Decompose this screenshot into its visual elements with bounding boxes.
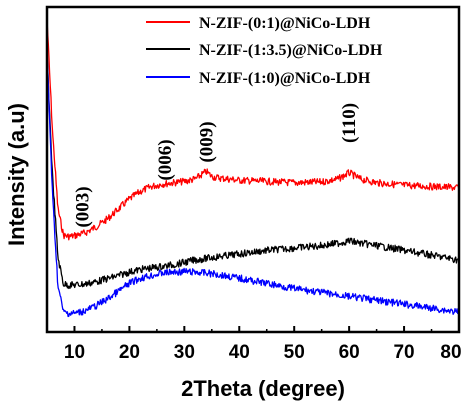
x-tick-label: 10: [64, 342, 85, 363]
x-tick-label: 50: [284, 342, 305, 363]
y-axis-label: Intensity (a.u): [4, 103, 29, 246]
x-tick-label: 60: [339, 342, 360, 363]
peak-labels: (003) (006) (009) (110): [73, 103, 360, 228]
series-line-3: [46, 49, 460, 318]
series-layer: [46, 18, 460, 318]
series-line-1: [46, 18, 460, 241]
legend-label-2: N-ZIF-(1:3.5)@NiCo-LDH: [199, 42, 383, 59]
legend: N-ZIF-(0:1)@NiCo-LDH N-ZIF-(1:3.5)@NiCo-L…: [146, 15, 383, 87]
peak-label-3: (009): [196, 121, 217, 162]
series-line-2: [46, 56, 460, 290]
x-tick-label: 20: [119, 342, 140, 363]
peak-label-1: (003): [73, 186, 94, 227]
x-tick-label: 40: [229, 342, 250, 363]
x-axis-label: 2Theta (degree): [181, 376, 345, 401]
peak-label-4: (110): [339, 103, 360, 143]
plot-frame: [45, 5, 461, 334]
legend-label-3: N-ZIF-(1:0)@NiCo-LDH: [199, 70, 371, 87]
peak-label-2: (006): [155, 139, 176, 180]
x-tick-label: 30: [174, 342, 195, 363]
x-tick-label: 80: [440, 342, 461, 363]
x-tick-label: 70: [393, 342, 414, 363]
x-ticks: 10 20 30 40 50 60 70 80: [64, 326, 462, 363]
legend-label-1: N-ZIF-(0:1)@NiCo-LDH: [199, 15, 371, 32]
